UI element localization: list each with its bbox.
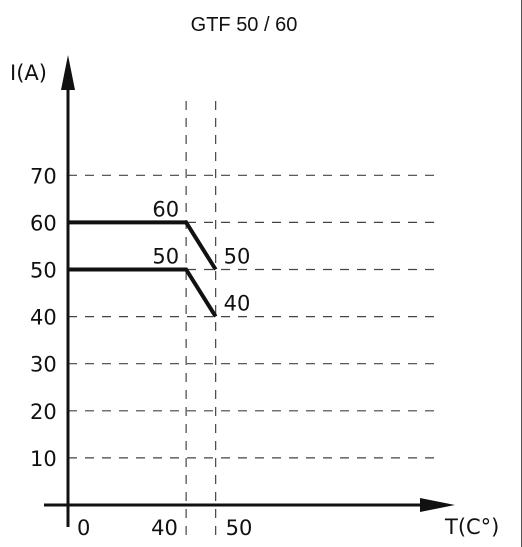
y-tick-label-10: 10 bbox=[30, 447, 57, 471]
chart-title: GTF 50 / 60 bbox=[191, 14, 298, 36]
x-tick-label-50: 50 bbox=[226, 516, 253, 540]
x-axis-arrowhead bbox=[420, 498, 455, 512]
tick-labels: 10 20 30 40 50 60 70 0 40 50 bbox=[30, 164, 252, 540]
y-tick-label-60: 60 bbox=[30, 211, 57, 235]
point-labels: 60 50 50 40 bbox=[152, 197, 250, 315]
series-2-point-label-1: 50 bbox=[152, 245, 179, 269]
series-line-1 bbox=[68, 220, 218, 271]
x-tick-label-40: 40 bbox=[151, 516, 178, 540]
y-tick-label-40: 40 bbox=[30, 306, 57, 330]
x-tick-label-0: 0 bbox=[77, 516, 90, 540]
y-tick-label-50: 50 bbox=[30, 259, 57, 283]
axes bbox=[44, 55, 455, 527]
series-1-point-label-1: 60 bbox=[152, 197, 179, 221]
y-tick-label-70: 70 bbox=[30, 164, 57, 188]
series-1-point-label-2: 50 bbox=[224, 245, 251, 269]
series-lines bbox=[68, 220, 218, 318]
y-tick-label-20: 20 bbox=[30, 400, 57, 424]
y-tick-label-30: 30 bbox=[30, 353, 57, 377]
y-axis-label: I(A) bbox=[10, 61, 47, 85]
y-axis-arrowhead bbox=[61, 55, 75, 90]
series-2-point-label-2: 40 bbox=[224, 292, 251, 316]
x-axis-label: T(C°) bbox=[444, 515, 499, 539]
series-line-2 bbox=[68, 267, 218, 318]
grid-lines bbox=[68, 101, 436, 535]
